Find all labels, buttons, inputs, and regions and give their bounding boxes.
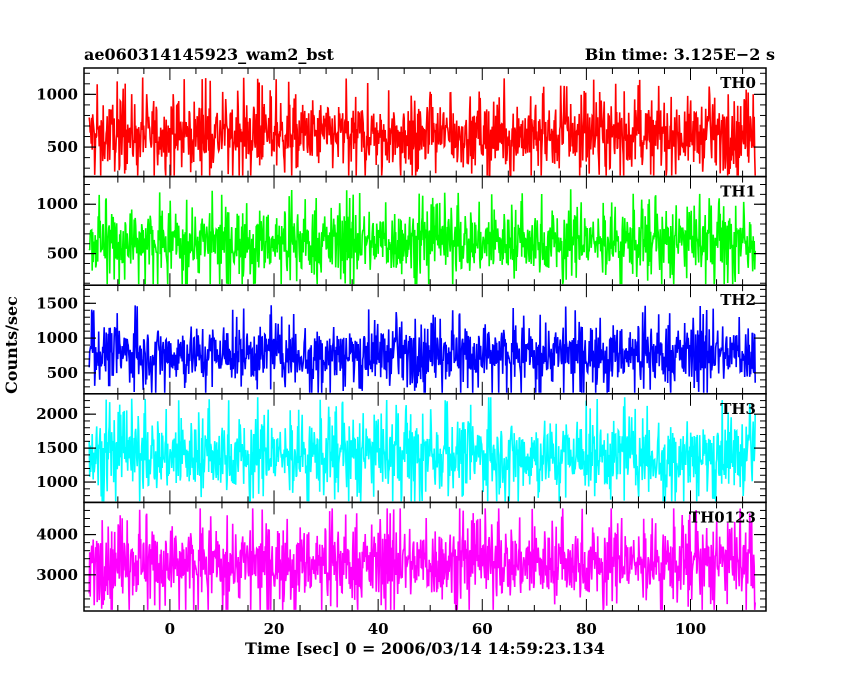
chart-title-right: Bin time: 3.125E−2 s (585, 45, 775, 64)
y-tick-label: 3000 (36, 566, 78, 584)
panel-label-th3: TH3 (720, 400, 756, 418)
light-curve-th0123 (88, 508, 756, 611)
y-tick-label: 4000 (36, 526, 78, 544)
panel-label-th1: TH1 (720, 183, 756, 201)
light-curve-th3 (88, 397, 756, 504)
panel-label-th2: TH2 (720, 291, 756, 309)
y-tick-label: 500 (47, 245, 78, 263)
chart-title-left: ae060314145923_wam2_bst (84, 45, 335, 64)
light-curve-th0 (88, 77, 756, 177)
light-curve-th1 (88, 189, 756, 285)
y-tick-label: 1000 (36, 329, 78, 347)
y-tick-label: 1500 (36, 294, 78, 312)
x-tick-label: 0 (165, 620, 175, 638)
light-curve-th2 (88, 305, 756, 393)
x-tick-label: 100 (675, 620, 706, 638)
y-tick-label: 1000 (36, 195, 78, 213)
y-axis-label: Counts/sec (2, 296, 21, 394)
x-axis-label: Time [sec] 0 = 2006/03/14 14:59:23.134 (245, 639, 605, 658)
y-tick-label: 2000 (36, 405, 78, 423)
x-tick-label: 60 (472, 620, 493, 638)
panel-label-th0123: TH0123 (689, 508, 756, 526)
y-tick-label: 500 (47, 364, 78, 382)
y-tick-label: 500 (47, 138, 78, 156)
x-tick-label: 20 (264, 620, 285, 638)
x-tick-label: 80 (576, 620, 597, 638)
x-tick-label: 40 (368, 620, 389, 638)
y-tick-label: 1000 (36, 473, 78, 491)
y-tick-label: 1000 (36, 85, 78, 103)
panel-label-th0: TH0 (720, 74, 756, 92)
y-tick-label: 1500 (36, 439, 78, 457)
panel-frame-th0123 (83, 501, 767, 612)
